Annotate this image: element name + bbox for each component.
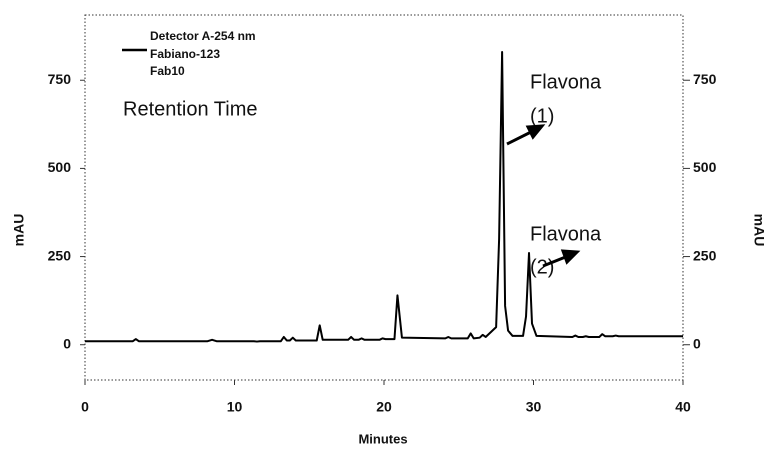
annotation: (1)	[530, 105, 554, 127]
data-line	[85, 51, 683, 343]
x-axis-label: Minutes	[358, 431, 407, 446]
y-tick-label: 0	[63, 335, 71, 351]
annotation: Flavona	[530, 71, 602, 93]
annotation: Retention Time	[123, 98, 258, 120]
y2-tick-label: 0	[693, 335, 701, 351]
annotation: Flavona	[530, 223, 602, 245]
arrows	[506, 124, 581, 268]
x-tick-label: 30	[526, 399, 542, 415]
annotation: (2)	[530, 256, 554, 278]
x-tick-label: 0	[81, 399, 89, 415]
x-tick-label: 40	[675, 399, 691, 415]
y-tick-label: 750	[48, 71, 72, 87]
y2-tick-label: 750	[693, 71, 717, 87]
legend-title: Detector A-254 nm	[150, 29, 256, 43]
plot-frame	[84, 14, 684, 381]
y-axis-label: mAU	[11, 214, 27, 247]
y-tick-label: 250	[48, 247, 72, 263]
legend-entry: Fabiano-123	[150, 47, 220, 61]
arrow	[506, 129, 534, 146]
x-tick-label: 20	[376, 399, 392, 415]
y2-axis-label: mAU	[751, 214, 766, 247]
y2-tick-label: 250	[693, 247, 717, 263]
arrow-head	[525, 124, 546, 140]
y-tick-label: 500	[48, 159, 72, 175]
arrow-head	[560, 249, 581, 265]
x-tick-label: 10	[227, 399, 243, 415]
y2-tick-label: 500	[693, 159, 717, 175]
legend-note: Fab10	[150, 64, 185, 78]
